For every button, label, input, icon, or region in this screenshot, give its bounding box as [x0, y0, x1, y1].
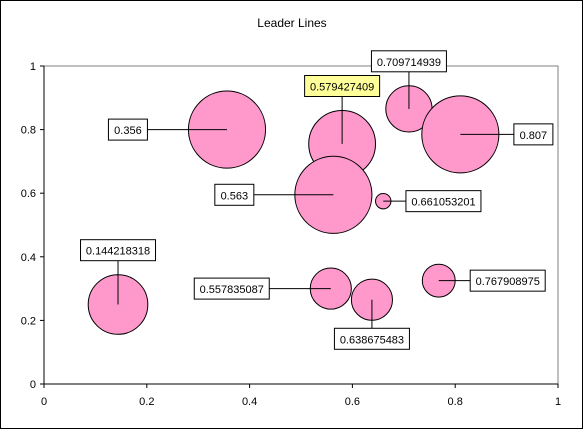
x-tick-label: 0.8 [448, 396, 463, 408]
data-label: 0.563 [221, 190, 249, 202]
data-label: 0.807 [520, 130, 548, 142]
x-tick-label: 1 [555, 396, 561, 408]
data-label: 0.557835087 [200, 284, 264, 296]
data-label-box[interactable] [513, 123, 554, 146]
data-label: 0.709714939 [377, 57, 441, 69]
x-tick-label: 0.2 [139, 396, 154, 408]
data-label: 0.144218318 [86, 246, 150, 258]
y-tick-label: 0.2 [21, 315, 36, 327]
x-tick-label: 0.6 [345, 396, 360, 408]
data-label: 0.661053201 [411, 197, 475, 209]
y-tick-label: 0.8 [21, 125, 36, 137]
data-label: 0.356 [114, 125, 142, 137]
data-label-box[interactable] [405, 190, 482, 213]
chart-title: Leader Lines [257, 16, 326, 30]
data-label-box[interactable] [193, 277, 270, 300]
y-tick-label: 0.6 [21, 188, 36, 200]
data-label: 0.579427409 [310, 82, 374, 94]
data-label-box[interactable] [107, 118, 148, 141]
data-label-box[interactable] [304, 75, 381, 97]
data-label-box[interactable] [214, 183, 255, 206]
x-tick-label: 0.4 [242, 396, 257, 408]
data-label-box[interactable] [370, 50, 447, 73]
data-label-box[interactable] [333, 327, 410, 350]
data-label: 0.767908975 [476, 276, 540, 288]
y-tick-label: 0 [30, 379, 36, 391]
data-label: 0.638675483 [340, 334, 404, 346]
data-label-box[interactable] [80, 239, 157, 262]
data-label-box[interactable] [469, 269, 546, 292]
y-tick-label: 1 [30, 61, 36, 73]
x-tick-label: 0 [41, 396, 47, 408]
y-tick-label: 0.4 [21, 252, 36, 264]
